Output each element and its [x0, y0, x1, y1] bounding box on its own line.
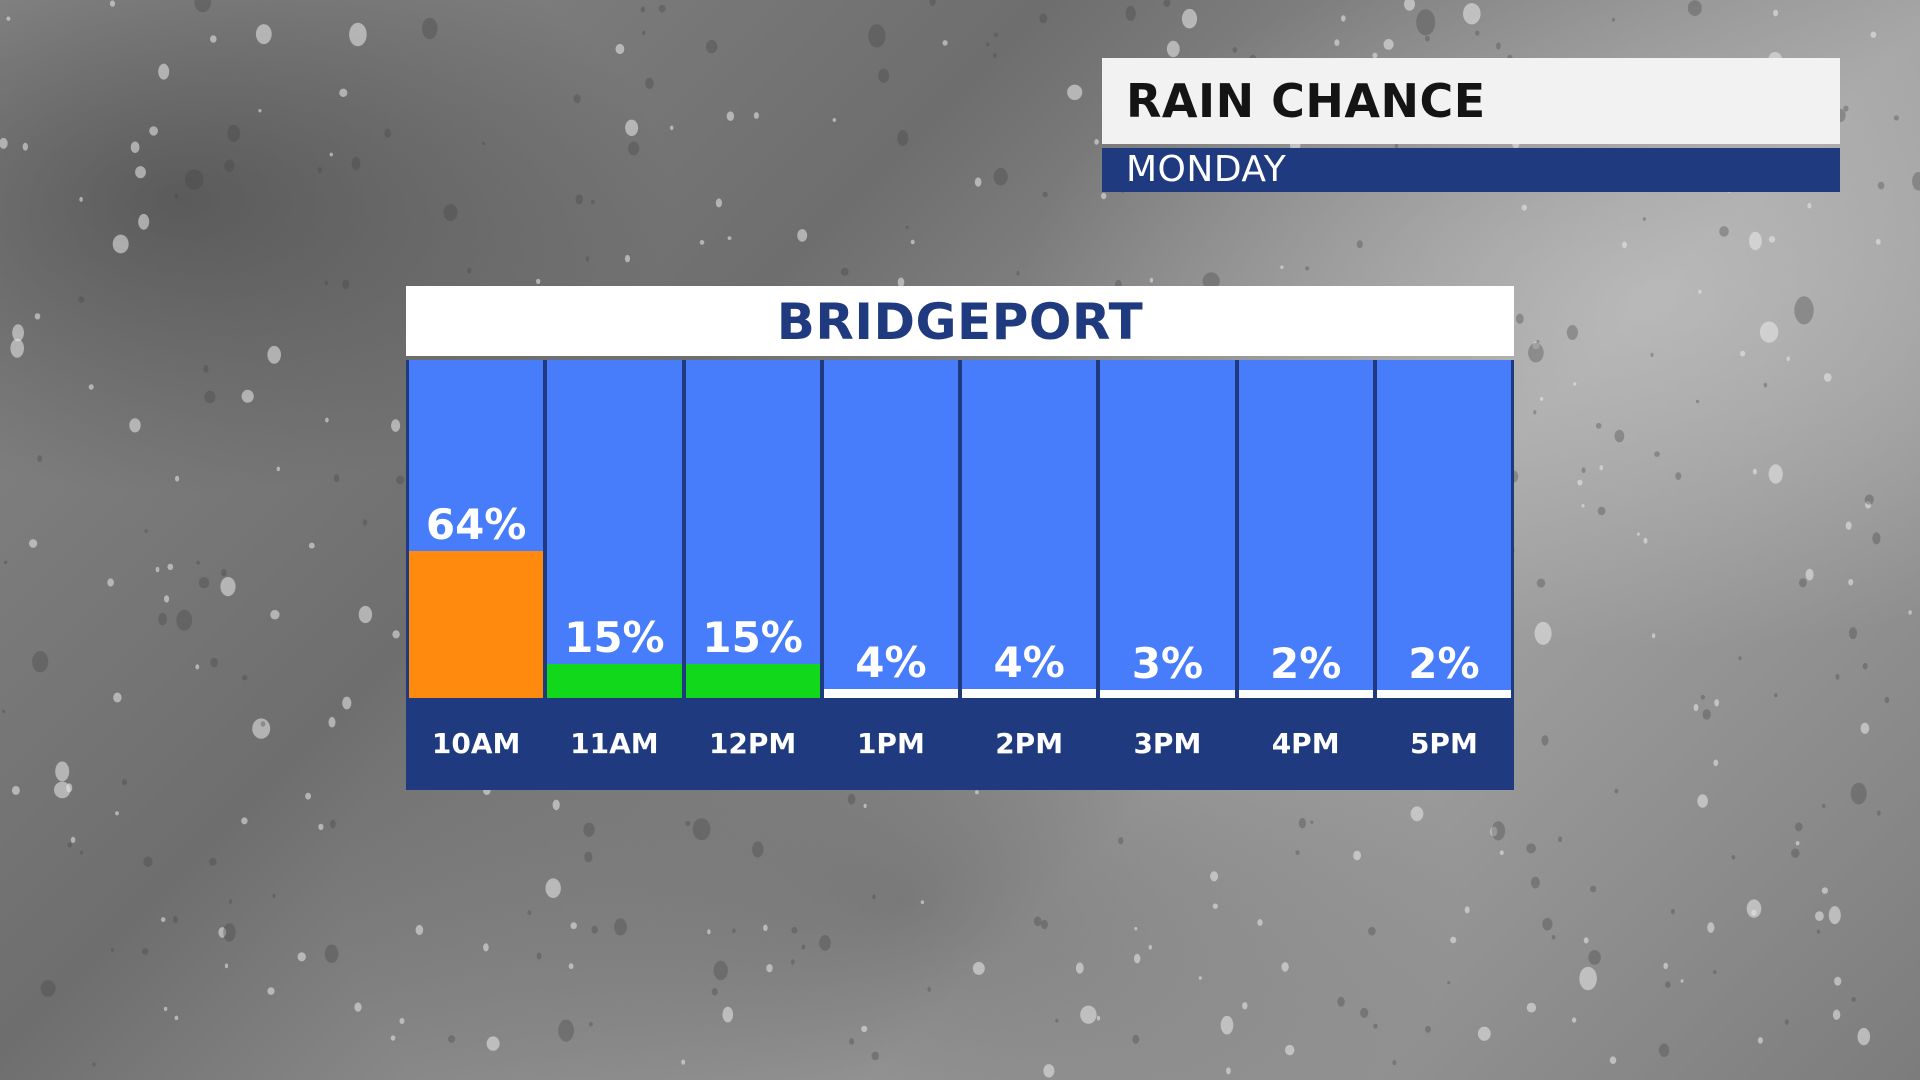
- bar-plot-area: 4%: [962, 360, 1097, 698]
- bar-column: 4% 2PM: [962, 360, 1097, 790]
- tick-label: 12PM: [685, 698, 820, 790]
- title-box: RAIN CHANCE MONDAY: [1102, 58, 1840, 192]
- bar-column: 3% 3PM: [1100, 360, 1235, 790]
- data-label: 64%: [425, 499, 527, 549]
- bar-column: 4% 1PM: [823, 360, 958, 790]
- data-label: 4%: [993, 637, 1065, 687]
- bar: [547, 663, 682, 698]
- tick-label: 3PM: [1100, 698, 1235, 790]
- data-label: 15%: [702, 612, 803, 662]
- data-label: 3%: [1131, 639, 1204, 688]
- bar-column: 2% 4PM: [1238, 360, 1373, 790]
- bar-column: 15% 12PM: [685, 360, 820, 790]
- bar: [962, 688, 1097, 698]
- bar-column: 2% 5PM: [1376, 360, 1511, 790]
- bar-plot-area: 2%: [1238, 360, 1373, 698]
- bar-plot-area: 64%: [409, 360, 544, 698]
- rain-chance-chart: BRIDGEPORT 64% 10AM 15% 11AM 15% 12PM 4% 1PM 4% 2…: [406, 286, 1514, 790]
- bar-column: 15% 11AM: [547, 360, 682, 790]
- tick-label: 11AM: [547, 698, 682, 790]
- chart-title: RAIN CHANCE: [1102, 58, 1840, 144]
- data-label: 2%: [1269, 639, 1342, 688]
- tick-label: 1PM: [823, 698, 958, 790]
- bar: [1100, 690, 1235, 698]
- bar: [823, 688, 958, 698]
- data-label: 4%: [855, 637, 927, 687]
- bar-plot-area: 15%: [685, 360, 820, 698]
- bar: [685, 663, 820, 698]
- bar-plot-area: 2%: [1376, 360, 1511, 698]
- bar: [409, 550, 544, 698]
- bar-plot-area: 3%: [1100, 360, 1235, 698]
- bar: [1376, 690, 1511, 698]
- data-label: 2%: [1408, 639, 1480, 688]
- tick-label: 4PM: [1238, 698, 1373, 790]
- bar-column: 64% 10AM: [409, 360, 544, 790]
- chart-body: 64% 10AM 15% 11AM 15% 12PM 4% 1PM 4% 2PM 3% 3PM 2% 4P…: [406, 360, 1514, 790]
- bar: [1238, 690, 1373, 698]
- tick-label: 5PM: [1376, 698, 1511, 790]
- data-label: 15%: [564, 612, 665, 662]
- chart-subtitle: MONDAY: [1102, 148, 1840, 192]
- bar-plot-area: 15%: [547, 360, 682, 698]
- tick-label: 2PM: [962, 698, 1097, 790]
- tick-label: 10AM: [409, 698, 544, 790]
- location-title: BRIDGEPORT: [406, 286, 1514, 356]
- bar-plot-area: 4%: [823, 360, 958, 698]
